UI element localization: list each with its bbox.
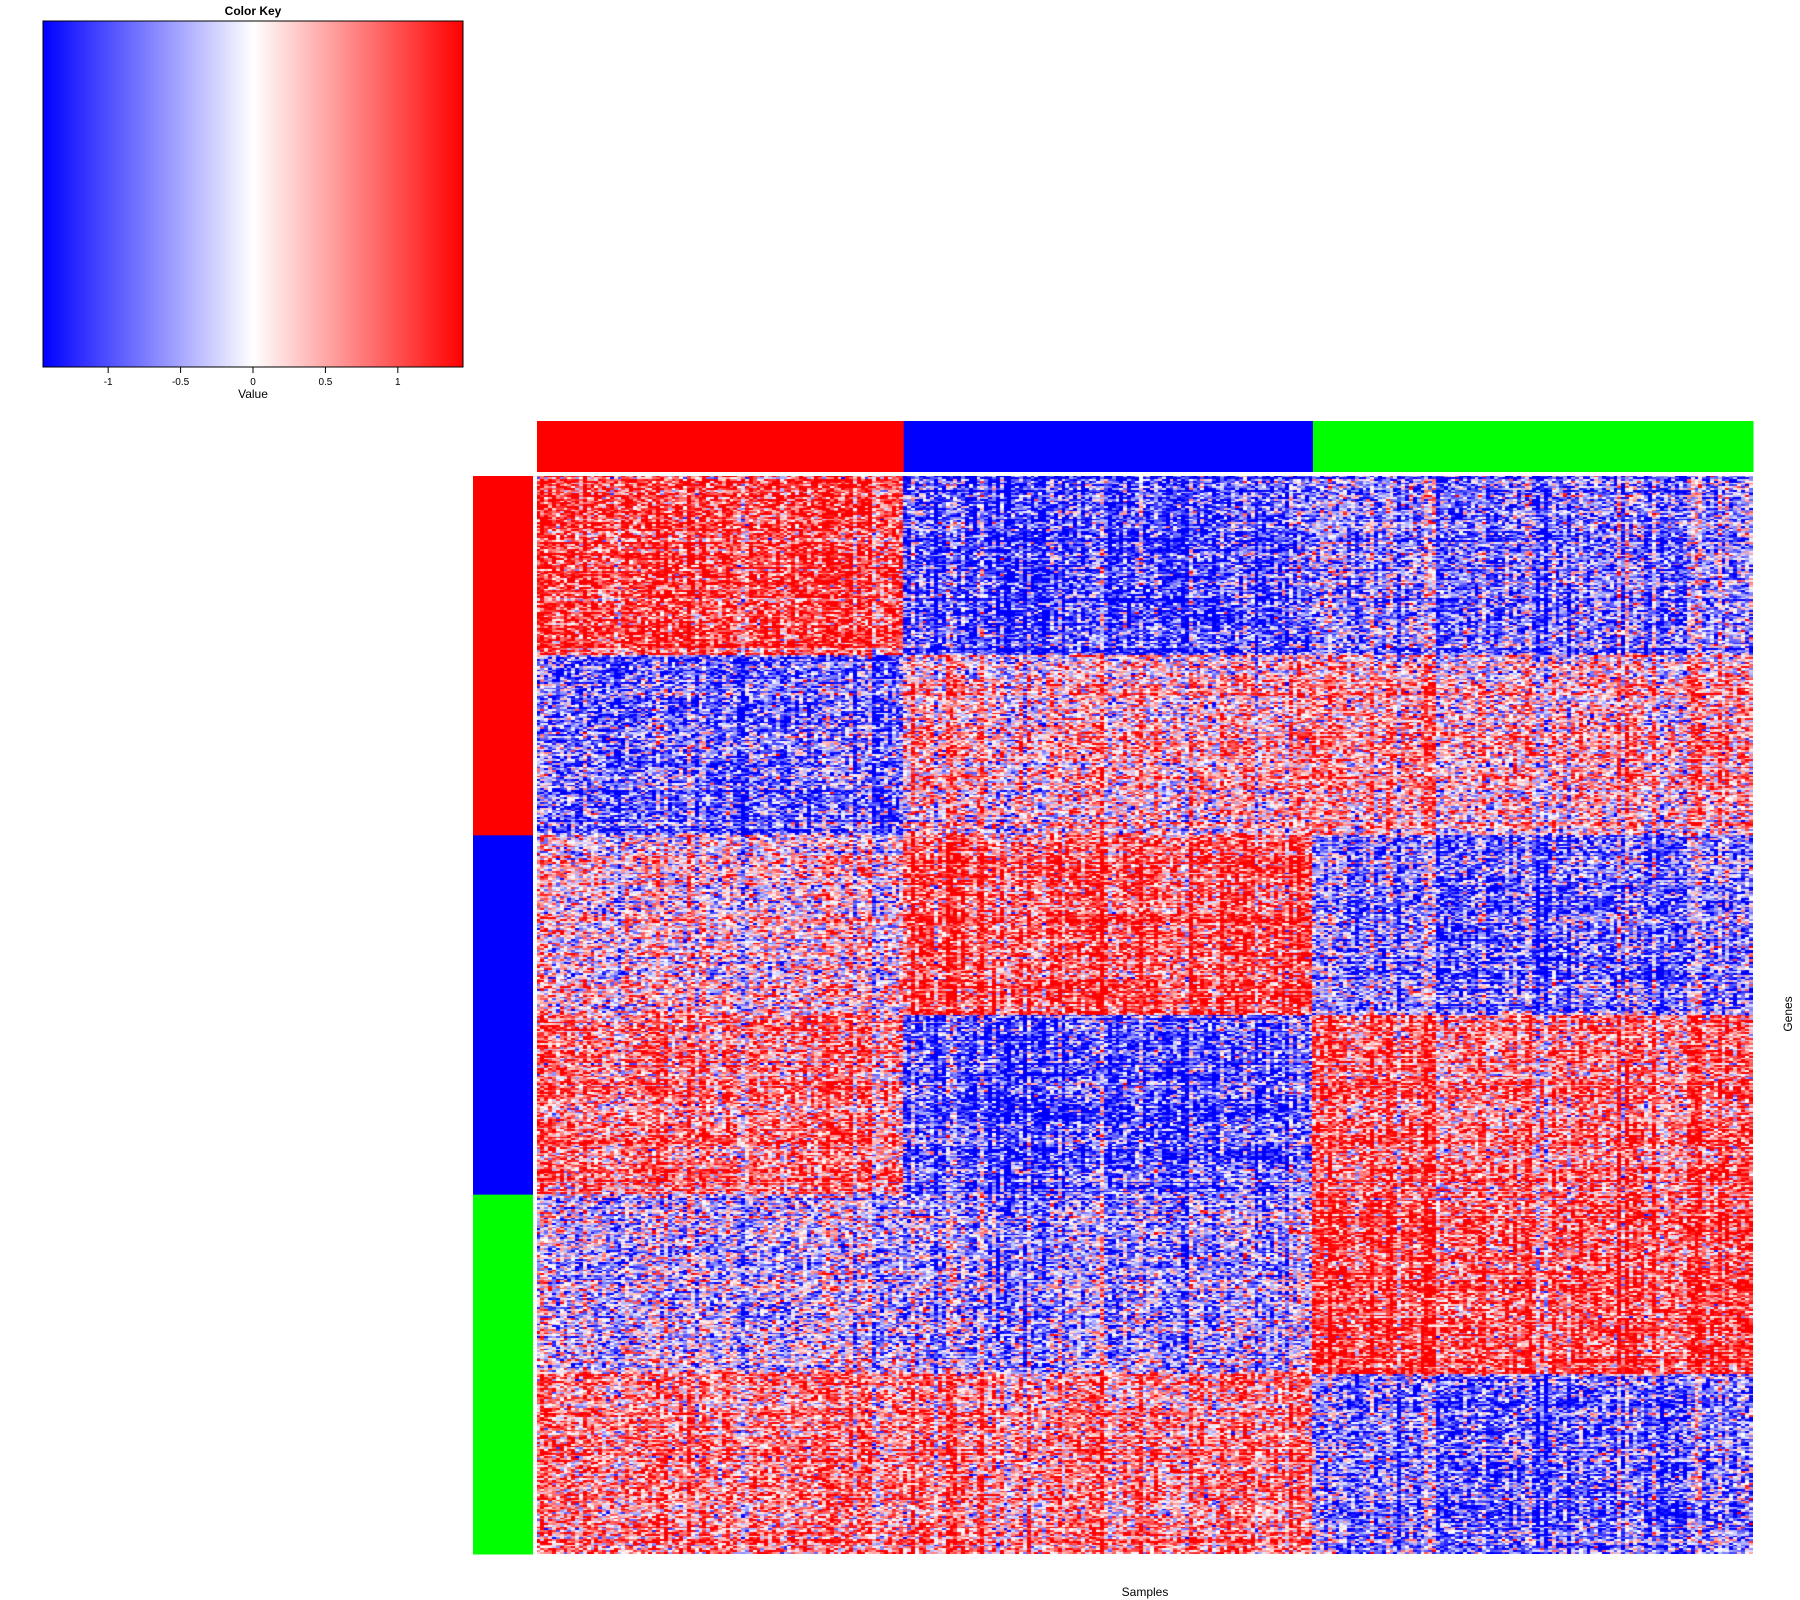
row-group-2 — [473, 835, 533, 1196]
color-key-tick-label: -1 — [104, 377, 113, 388]
column-group-1 — [537, 421, 905, 472]
row-group-1 — [473, 476, 533, 836]
color-key-xlabel: Value — [238, 387, 268, 401]
color-key-tick-label: 0.5 — [318, 377, 332, 388]
heatmap-cells-container — [537, 476, 1753, 1554]
color-key-tick-label: -0.5 — [172, 377, 190, 388]
color-key-tick-label: 1 — [395, 377, 401, 388]
column-group-3 — [1312, 421, 1754, 472]
column-group-2 — [903, 421, 1314, 472]
row-group-bar — [473, 476, 533, 1555]
y-axis-label: Genes — [1781, 996, 1795, 1031]
row-group-3 — [473, 1194, 533, 1555]
heatmap-cells — [537, 476, 1753, 1554]
color-key: Color Key -1 -0.5 0 0.5 1 Value — [42, 4, 464, 401]
color-key-title: Color Key — [225, 4, 282, 18]
column-group-bar — [537, 421, 1754, 472]
color-key-gradient — [42, 20, 464, 368]
color-key-ticks: -1 -0.5 0 0.5 1 — [104, 367, 401, 388]
color-key-tick-label: 0 — [250, 377, 256, 388]
x-axis-label: Samples — [1122, 1585, 1169, 1599]
